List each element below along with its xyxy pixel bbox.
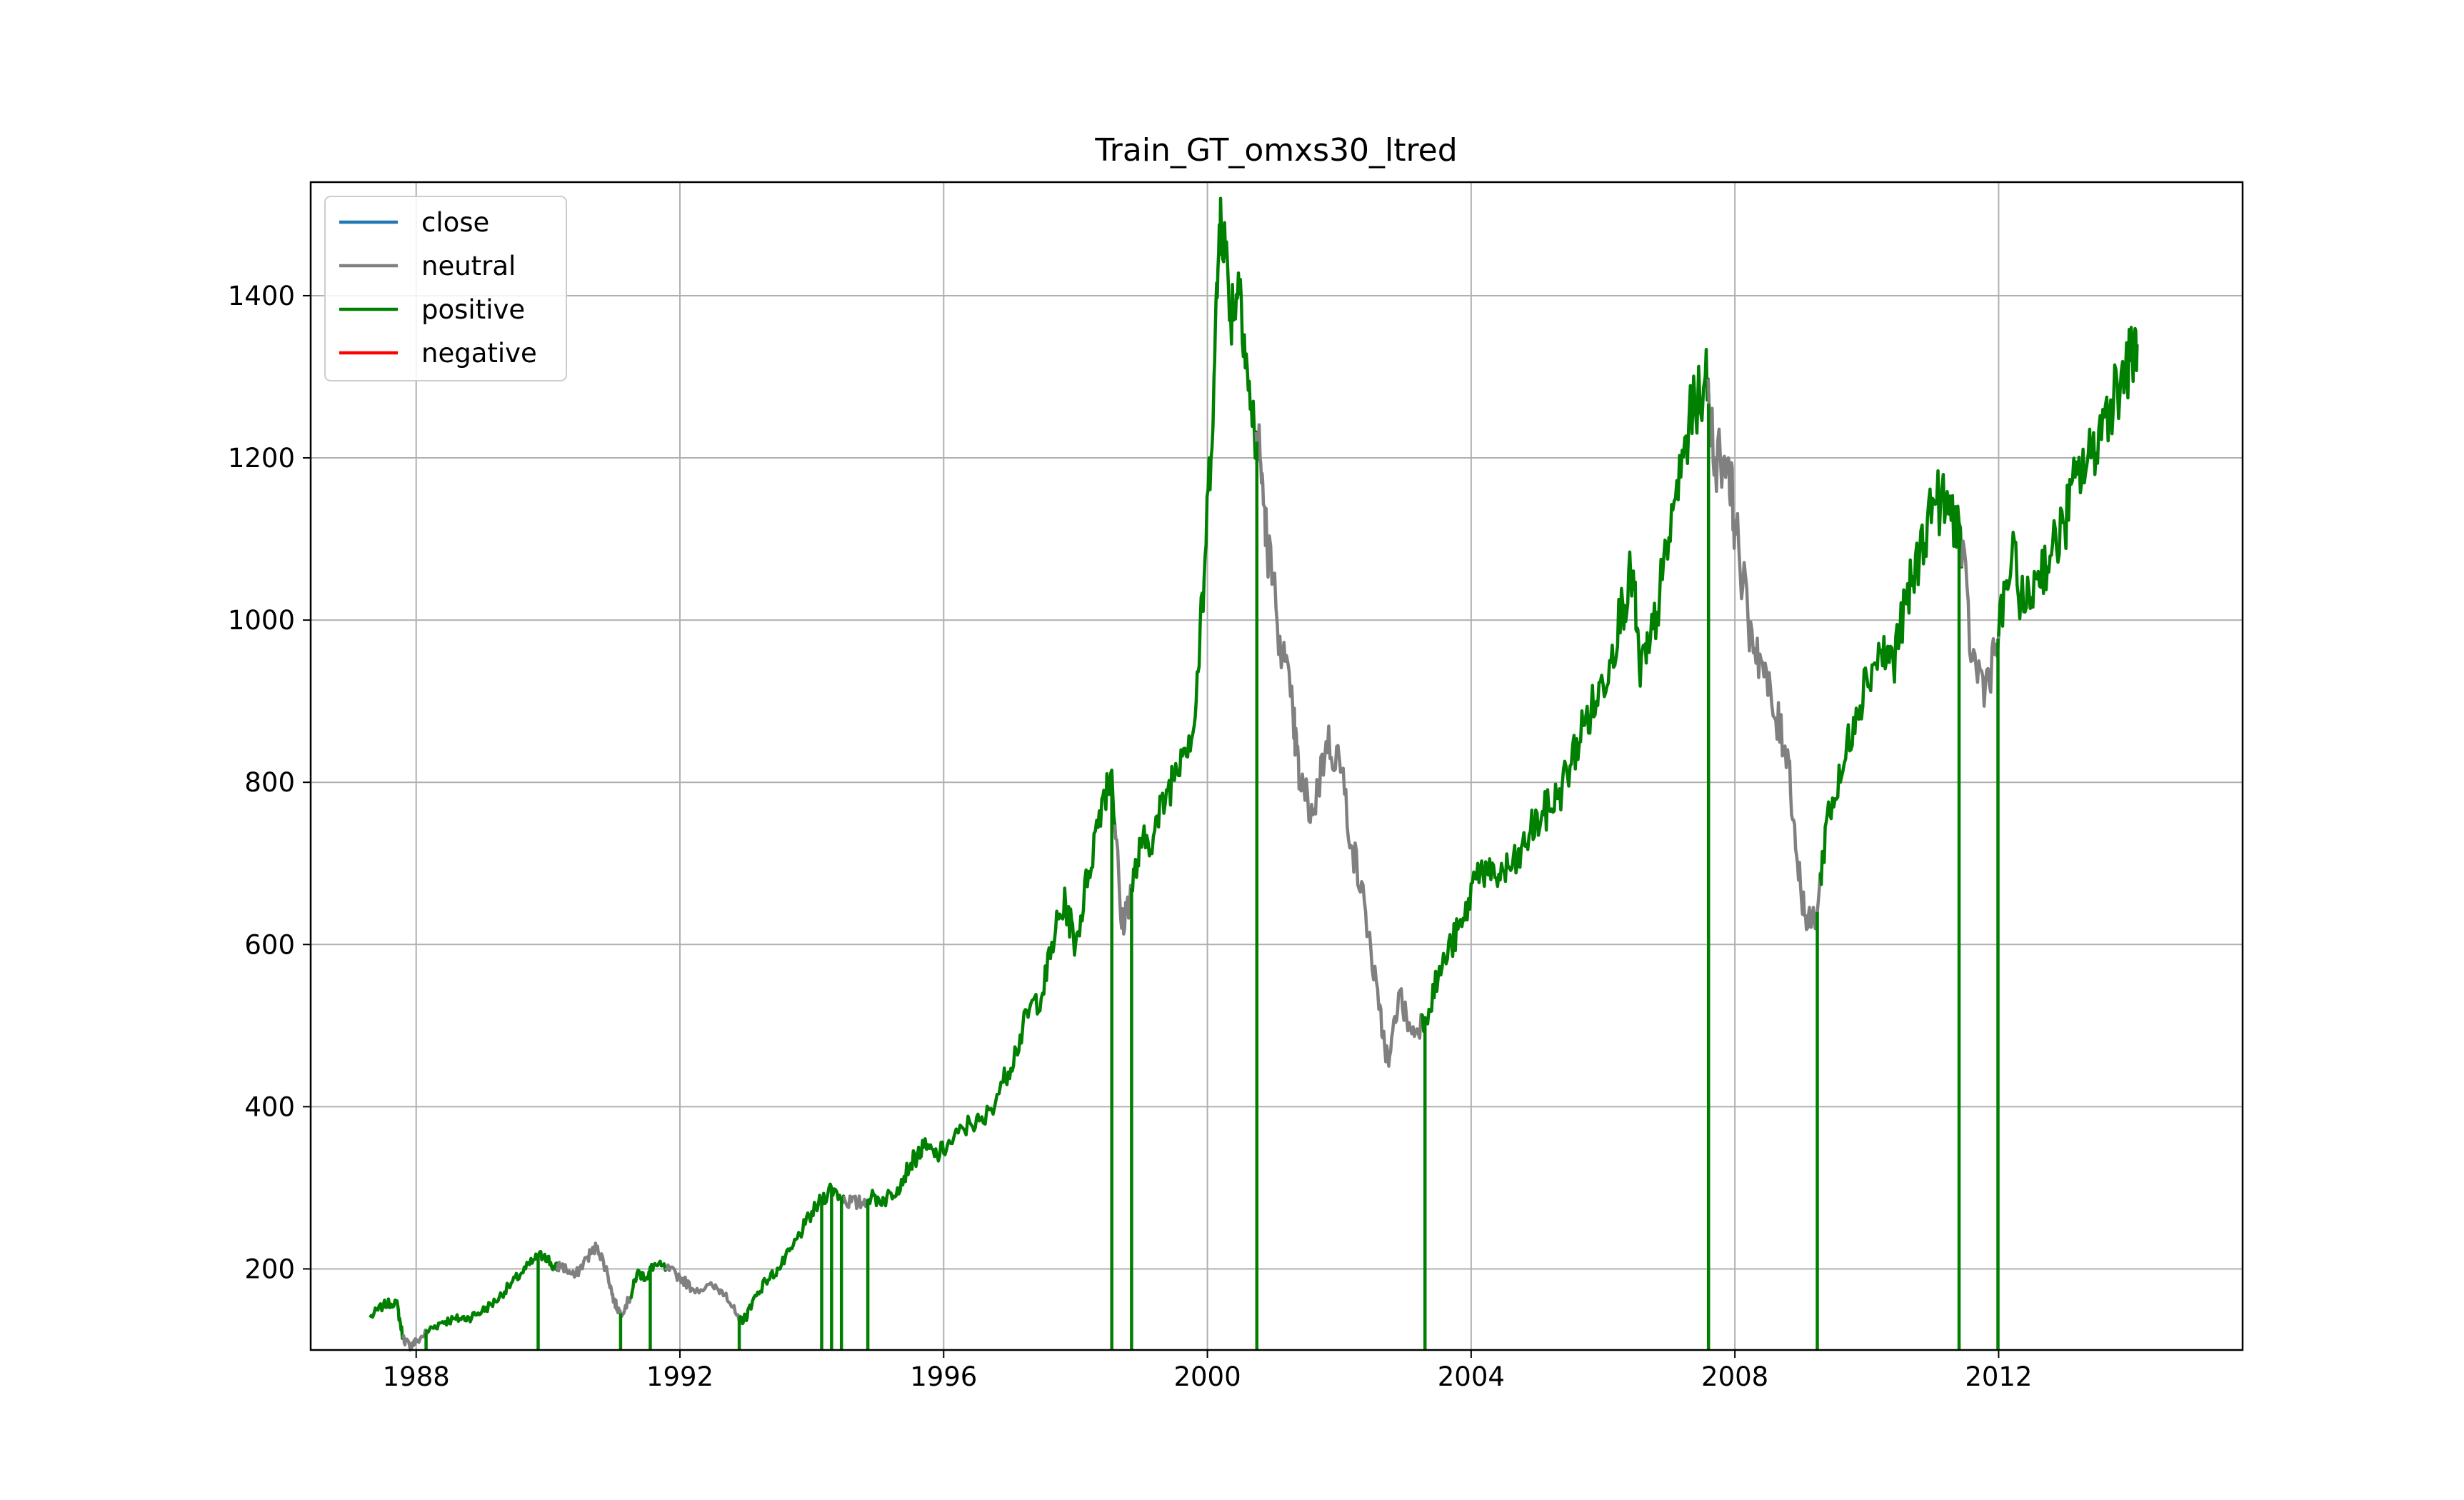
x-tick-label: 2008 <box>1701 1361 1768 1392</box>
x-tick-label: 1992 <box>646 1361 713 1392</box>
neutral-series-line <box>556 1241 633 1319</box>
positive-series-line <box>369 1297 404 1340</box>
plot-area-frame <box>309 181 2244 1351</box>
legend-label-positive: positive <box>421 294 525 325</box>
x-tick-label: 2012 <box>1965 1361 2032 1392</box>
plot-layer <box>369 196 2139 1352</box>
legend-label-negative: negative <box>421 338 537 369</box>
positive-series-line <box>1997 326 2139 636</box>
neutral-series-line <box>1254 423 1423 1068</box>
y-tick-label: 1400 <box>228 281 295 311</box>
x-tick-label: 2000 <box>1173 1361 1241 1392</box>
positive-series-line <box>865 768 1118 1208</box>
legend: close neutral positive negative <box>324 196 567 381</box>
grid-layer <box>311 182 2243 1350</box>
y-tick-label: 600 <box>244 929 295 960</box>
y-tick-label: 1200 <box>228 443 295 474</box>
y-tick-label: 400 <box>244 1091 295 1122</box>
positive-series-line <box>1818 469 1965 886</box>
neutral-series-line <box>663 1263 742 1324</box>
legend-label-close: close <box>421 207 489 238</box>
legend-box <box>324 196 567 381</box>
neutral-series-line <box>1706 379 1823 931</box>
y-tick-label: 1000 <box>228 605 295 636</box>
x-axis: 1988 1992 1996 2000 2004 2008 2012 <box>383 1350 2032 1392</box>
chart-title: Train_GT_omxs30_ltred <box>1094 132 1457 169</box>
y-tick-label: 800 <box>244 767 295 798</box>
positive-series-line <box>737 1182 846 1326</box>
neutral-series-line <box>1113 824 1134 936</box>
legend-label-neutral: neutral <box>421 251 516 281</box>
neutral-series-line <box>841 1194 871 1211</box>
neutral-series-line <box>1960 539 2002 708</box>
y-axis: 200 400 600 800 1000 1200 1400 <box>228 281 311 1284</box>
positive-series-line <box>1420 348 1711 1034</box>
positive-series-line <box>424 1250 560 1334</box>
y-tick-label: 200 <box>244 1254 295 1284</box>
neutral-series-line <box>401 1328 428 1352</box>
positive-series-line <box>629 1259 668 1299</box>
x-tick-label: 2004 <box>1438 1361 1505 1392</box>
positive-series-line <box>1130 196 1259 893</box>
x-tick-label: 1988 <box>383 1361 450 1392</box>
x-tick-label: 1996 <box>910 1361 977 1392</box>
